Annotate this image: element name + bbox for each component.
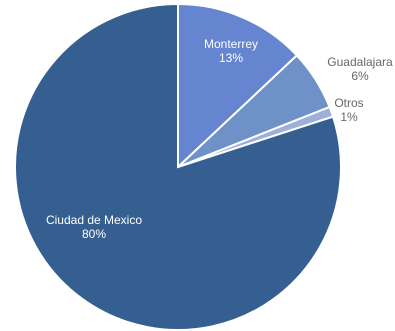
slice-label: Guadalajara — [327, 55, 393, 69]
pie-slice-monterrey — [177, 2, 299, 170]
slice-label: Otros — [334, 96, 363, 110]
pie-slices — [14, 2, 342, 331]
slice-value-label: 80% — [82, 227, 106, 241]
slice-label: Ciudad de Mexico — [46, 213, 142, 227]
slice-value-label: 13% — [219, 51, 243, 65]
slice-value-label: 1% — [340, 110, 358, 124]
slice-value-label: 6% — [351, 69, 369, 83]
pie-slice-ciudad-de-mexico — [14, 2, 342, 331]
slice-label: Monterrey — [204, 37, 258, 51]
